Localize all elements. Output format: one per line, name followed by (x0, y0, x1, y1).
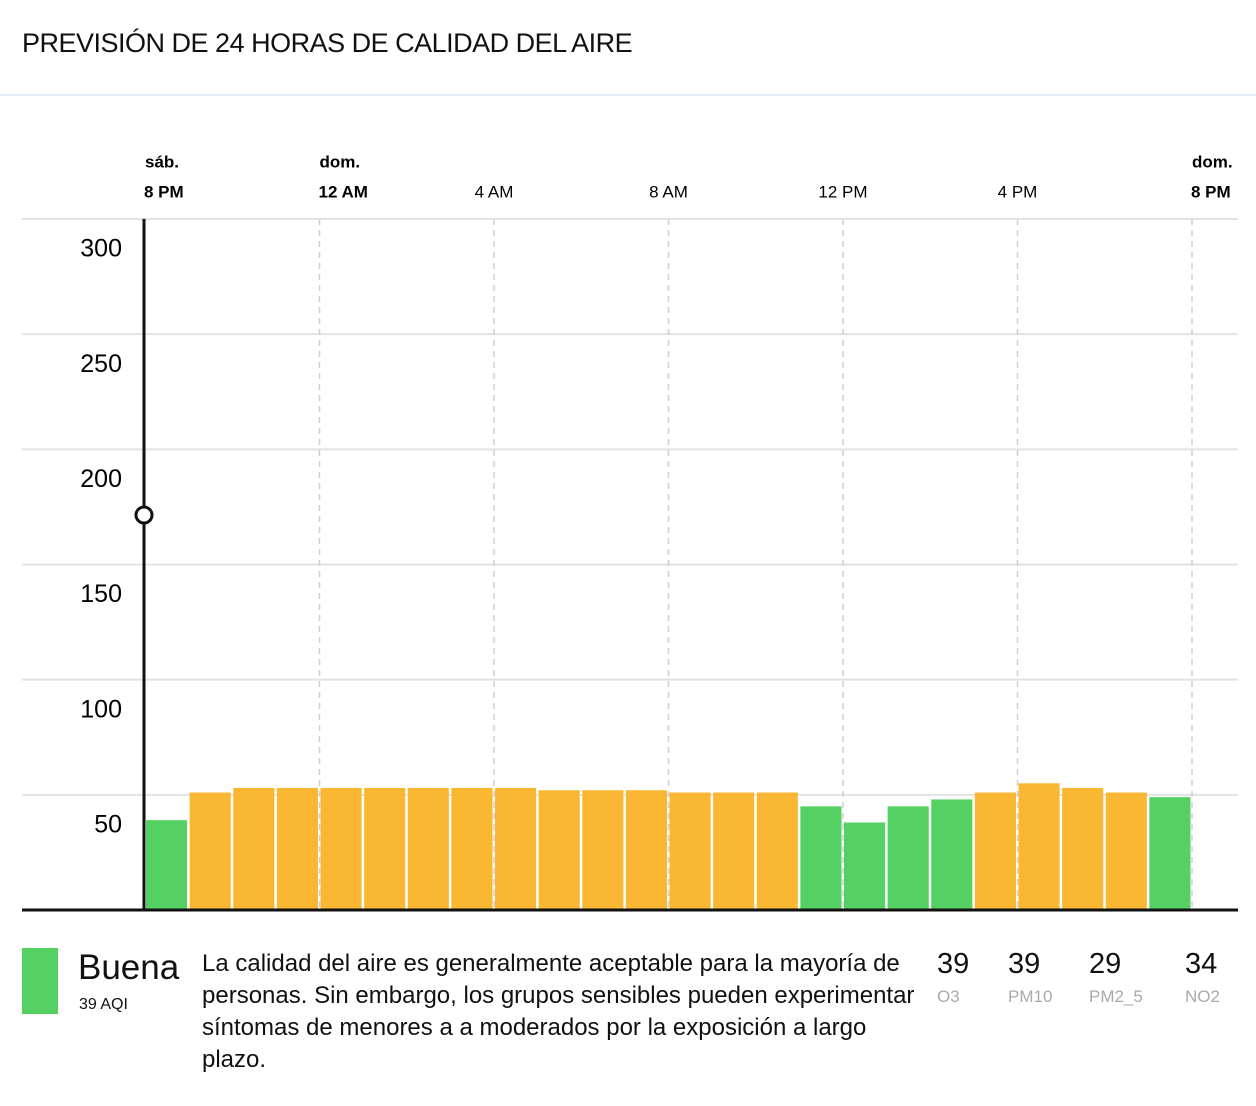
bar (233, 787, 275, 910)
bar (364, 787, 406, 910)
bar (320, 787, 362, 910)
x-tick-label: 8 PM (144, 182, 184, 201)
bar (538, 790, 580, 910)
bar (713, 792, 755, 910)
bar (1062, 787, 1104, 910)
x-tick-day: dom. (1192, 152, 1233, 171)
pollutant-value: 39 (937, 948, 970, 980)
bar (800, 806, 842, 910)
bar (669, 792, 711, 910)
cursor-handle (134, 505, 154, 525)
x-tick-label: 8 PM (1191, 182, 1231, 201)
page-title: PREVISIÓN DE 24 HORAS DE CALIDAD DEL AIR… (22, 28, 633, 58)
description: La calidad del aire es generalmente acep… (202, 950, 915, 1073)
bar (887, 806, 929, 910)
bar (146, 820, 188, 910)
pollutant-value: 39 (1008, 948, 1041, 980)
category-swatch (22, 948, 58, 1014)
bar (1149, 797, 1191, 910)
y-tick-label: 250 (80, 350, 122, 378)
x-tick-label: 12 PM (818, 182, 867, 201)
x-tick-day: sáb. (145, 152, 179, 171)
category-name: Buena (78, 948, 180, 987)
x-tick-label: 12 AM (319, 182, 368, 201)
chart: 50 100 150 200 250 300 8 PM sáb. 12 AM dom. 4 AM 8 … (22, 152, 1238, 912)
pollutant-name: PM2_5 (1089, 987, 1143, 1006)
y-tick-label: 300 (80, 235, 122, 263)
bar (756, 792, 798, 910)
pollutant-name: NO2 (1185, 987, 1220, 1006)
aqi-label: 39 AQI (79, 996, 128, 1013)
bar (582, 790, 624, 910)
bar (974, 792, 1016, 910)
pollutant-value: 29 (1089, 948, 1122, 980)
y-tick-label: 50 (94, 810, 122, 838)
pollutant-name: PM10 (1008, 987, 1053, 1006)
x-tick-label: 4 PM (998, 182, 1038, 201)
separator (0, 94, 1256, 96)
y-tick-label: 200 (80, 465, 122, 493)
y-tick-label: 150 (80, 580, 122, 608)
x-tick-label: 8 AM (649, 182, 688, 201)
bar (495, 787, 537, 910)
bar (931, 799, 973, 910)
x-tick-day: dom. (320, 152, 361, 171)
bar (189, 792, 231, 910)
pollutant-name: O3 (937, 987, 960, 1006)
y-tick-label: 100 (80, 695, 122, 723)
bar (625, 790, 667, 910)
bar (276, 787, 318, 910)
bar (451, 787, 493, 910)
pollutant-value: 34 (1185, 948, 1218, 980)
bar (1018, 783, 1060, 910)
bar (1105, 792, 1147, 910)
bar (844, 822, 886, 910)
bar (407, 787, 449, 910)
x-tick-label: 4 AM (475, 182, 514, 201)
